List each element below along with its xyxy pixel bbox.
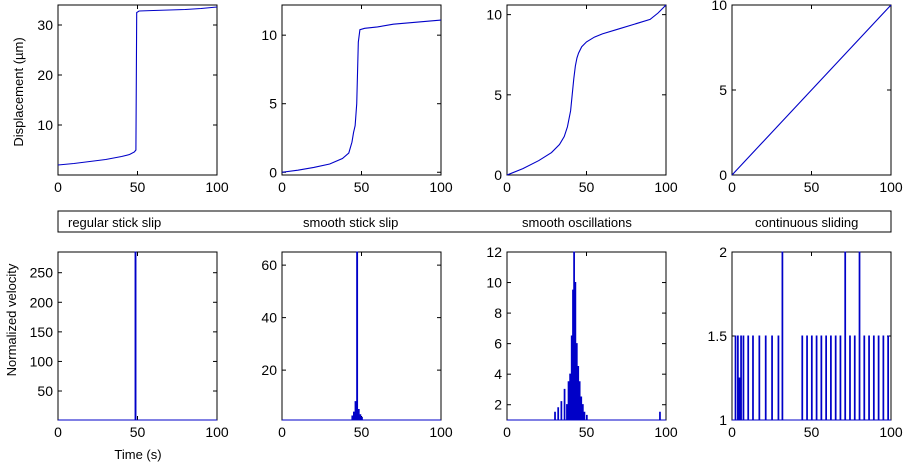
displacement-regular-stick-slip-xtick-label: 0 <box>54 179 62 195</box>
regime-label-3: smooth oscillations <box>522 215 632 230</box>
displacement-regular-stick-slip-ytick-label: 10 <box>37 117 53 133</box>
displacement-smooth-stick-slip-ytick-label: 5 <box>269 96 277 112</box>
displacement-smooth-oscillations-xtick-label: 50 <box>579 179 595 195</box>
velocity-smooth-oscillations-ytick-label: 4 <box>494 366 502 382</box>
velocity-regular-stick-slip-xtick-label: 0 <box>54 424 62 440</box>
displacement-smooth-stick-slip-xtick-label: 100 <box>429 179 453 195</box>
velocity-continuous-sliding-xtick-label: 0 <box>728 424 736 440</box>
displacement-regular-stick-slip-xtick-label: 50 <box>130 179 146 195</box>
velocity-regular-stick-slip-axes-box <box>57 251 218 421</box>
velocity-regular-stick-slip-ytick-label: 250 <box>30 265 54 281</box>
velocity-smooth-stick-slip-ytick-label: 40 <box>261 310 277 326</box>
displacement-regular-stick-slip-axes-box <box>57 4 218 176</box>
displacement-smooth-stick-slip-xtick-label: 0 <box>278 179 286 195</box>
displacement-continuous-sliding-ytick-label: 5 <box>719 82 727 98</box>
displacement-regular-stick-slip-ytick-label: 20 <box>37 67 53 83</box>
velocity-smooth-stick-slip-axes-box <box>281 251 442 421</box>
displacement-smooth-oscillations-xtick-label: 0 <box>503 179 511 195</box>
displacement-smooth-oscillations-ytick-label: 5 <box>494 87 502 103</box>
displacement-smooth-oscillations-ytick-label: 0 <box>494 167 502 183</box>
velocity-smooth-oscillations-xtick-label: 100 <box>654 424 678 440</box>
displacement-regular-stick-slip-ytick-label: 30 <box>37 17 53 33</box>
displacement-continuous-sliding-xtick-label: 50 <box>804 179 820 195</box>
velocity-smooth-oscillations-axes-box <box>506 251 667 421</box>
velocity-continuous-sliding-series-line <box>732 251 891 421</box>
velocity-smooth-oscillations-xtick-label: 50 <box>579 424 595 440</box>
velocity-smooth-stick-slip-series-line <box>282 251 441 421</box>
displacement-regular-stick-slip-series-line <box>57 6 218 166</box>
velocity-regular-stick-slip-ytick-label: 50 <box>37 383 53 399</box>
velocity-regular-stick-slip-ytick-label: 150 <box>30 324 54 340</box>
velocity-smooth-stick-slip-xtick-label: 50 <box>354 424 370 440</box>
regime-label-2: smooth stick slip <box>303 215 398 230</box>
displacement-smooth-stick-slip-series-line <box>281 19 442 173</box>
displacement-regular-stick-slip-xtick-label: 100 <box>205 179 229 195</box>
xlabel-time: Time (s) <box>114 447 161 462</box>
velocity-regular-stick-slip-xtick-label: 50 <box>130 424 146 440</box>
velocity-continuous-sliding-ytick-label: 1.5 <box>708 328 728 344</box>
displacement-continuous-sliding-ytick-label: 0 <box>719 167 727 183</box>
displacement-continuous-sliding-series-line <box>731 4 892 176</box>
velocity-smooth-stick-slip-xtick-label: 0 <box>278 424 286 440</box>
velocity-regular-stick-slip-xtick-label: 100 <box>205 424 229 440</box>
velocity-smooth-oscillations-ytick-label: 10 <box>486 275 502 291</box>
regime-band <box>57 210 892 233</box>
velocity-continuous-sliding-xtick-label: 100 <box>879 424 903 440</box>
displacement-smooth-stick-slip-xtick-label: 50 <box>354 179 370 195</box>
displacement-smooth-oscillations-xtick-label: 100 <box>654 179 678 195</box>
ylabel-displacement: Displacement (µm) <box>11 37 26 146</box>
velocity-smooth-oscillations-ytick-label: 12 <box>486 244 502 260</box>
displacement-smooth-stick-slip-ytick-label: 0 <box>269 164 277 180</box>
velocity-continuous-sliding-ytick-label: 2 <box>719 244 727 260</box>
displacement-continuous-sliding-xtick-label: 0 <box>728 179 736 195</box>
displacement-smooth-oscillations-axes-box <box>506 4 667 176</box>
displacement-smooth-stick-slip-axes-box <box>281 4 442 176</box>
velocity-smooth-oscillations-ytick-label: 6 <box>494 336 502 352</box>
velocity-continuous-sliding-ytick-label: 1 <box>719 412 727 428</box>
velocity-smooth-stick-slip-ytick-label: 60 <box>261 257 277 273</box>
velocity-smooth-stick-slip-xtick-label: 100 <box>429 424 453 440</box>
displacement-smooth-stick-slip-ytick-label: 10 <box>261 27 277 43</box>
velocity-regular-stick-slip-ytick-label: 100 <box>30 353 54 369</box>
regime-label-1: regular stick slip <box>68 215 161 230</box>
displacement-smooth-oscillations-series-line <box>506 4 667 176</box>
velocity-smooth-oscillations-ytick-label: 2 <box>494 397 502 413</box>
velocity-smooth-oscillations-ytick-label: 8 <box>494 305 502 321</box>
velocity-continuous-sliding-xtick-label: 50 <box>804 424 820 440</box>
velocity-smooth-oscillations-xtick-label: 0 <box>503 424 511 440</box>
regime-label-4: continuous sliding <box>755 215 858 230</box>
velocity-smooth-oscillations-series-line <box>507 251 666 421</box>
velocity-regular-stick-slip-ytick-label: 200 <box>30 294 54 310</box>
ylabel-velocity: Normalized velocity <box>4 263 19 376</box>
velocity-smooth-stick-slip-ytick-label: 20 <box>261 362 277 378</box>
displacement-continuous-sliding-ytick-label: 10 <box>711 0 727 13</box>
displacement-smooth-oscillations-ytick-label: 10 <box>486 7 502 23</box>
velocity-regular-stick-slip-series-line <box>58 251 217 421</box>
displacement-continuous-sliding-xtick-label: 100 <box>879 179 903 195</box>
